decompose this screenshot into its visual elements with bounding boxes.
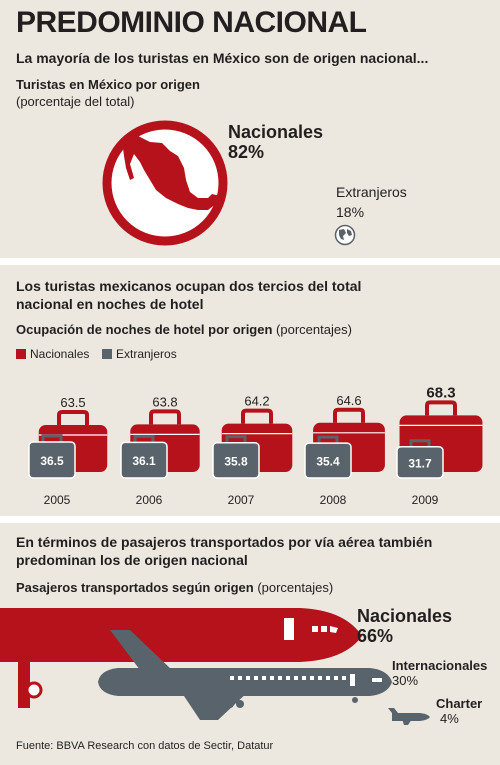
section1-nacionales-label: Nacionales — [228, 122, 324, 142]
section1-headline: La mayoría de los turistas en México son… — [16, 50, 429, 66]
page-title: PREDOMINIO NACIONAL — [16, 6, 367, 39]
year-label: 2009 — [412, 493, 439, 507]
suitcase-handle-extranjeros — [41, 434, 63, 442]
label-extranjeros: 36.5 — [40, 454, 64, 468]
bar-extranjeros — [212, 441, 260, 479]
section1-chart-unit: (porcentaje del total) — [16, 94, 135, 109]
section3-chart-unit: (porcentajes) — [257, 580, 334, 595]
legend-nacionales-swatch — [16, 349, 26, 359]
suitcase-handle-extranjeros — [133, 434, 155, 443]
suitcase-handle-nacionales — [425, 400, 457, 416]
section3-chart-title-text: Pasajeros transportados según origen — [16, 580, 254, 595]
legend-extranjeros-swatch — [102, 349, 112, 359]
source-note: Fuente: BBVA Research con datos de Secti… — [16, 740, 274, 752]
section2-headline: Los turistas mexicanos ocupan dos tercio… — [16, 278, 362, 312]
label-nacionales: 64.6 — [336, 393, 361, 408]
label-extranjeros: 35.4 — [316, 455, 340, 469]
label-nacionales: 64.2 — [244, 394, 269, 409]
suitcase-handle-extranjeros — [409, 439, 431, 447]
bar-extranjeros — [304, 442, 352, 479]
section1-extranjeros-label: Extranjeros — [336, 184, 407, 200]
section3-nacionales-value: 66% — [357, 626, 394, 646]
globe-icon — [334, 224, 356, 246]
label-nacionales: 63.8 — [152, 394, 177, 409]
plane-charter-icon — [388, 708, 430, 725]
plane-internacionales-icon — [98, 630, 392, 720]
year-label: 2006 — [136, 493, 163, 507]
divider — [0, 516, 500, 523]
section2-chart-title: Ocupación de noches de hotel por origen … — [16, 322, 352, 337]
suitcase-handle-nacionales — [57, 410, 89, 425]
legend-nacionales-label: Nacionales — [30, 347, 90, 361]
section1-extranjeros-value: 18% — [336, 204, 365, 220]
section3-headline: En términos de pasajeros transportados p… — [16, 534, 433, 568]
suitcase-handle-extranjeros — [225, 435, 247, 443]
mexico-circle-icon — [102, 120, 228, 246]
label-nacionales: 63.5 — [60, 395, 85, 410]
year-label: 2008 — [320, 493, 347, 507]
label-extranjeros: 31.7 — [408, 456, 432, 470]
suitcase-handle-extranjeros — [317, 435, 339, 444]
section3-internacionales-label: Internacionales — [392, 658, 488, 673]
airplanes-graphic — [0, 608, 430, 725]
suitcase-handle-nacionales — [241, 408, 273, 424]
year-label: 2007 — [228, 493, 255, 507]
section3-internacionales-value: 30% — [392, 673, 419, 688]
section3-charter-label: Charter — [436, 696, 483, 711]
legend-extranjeros-label: Extranjeros — [116, 347, 177, 361]
bar-extranjeros — [28, 441, 76, 479]
suitcase-handle-nacionales — [333, 407, 365, 423]
year-label: 2005 — [44, 493, 71, 507]
section3-charter-value: 4% — [440, 711, 459, 726]
divider — [0, 258, 500, 265]
label-extranjeros: 36.1 — [132, 454, 156, 468]
section1-chart-title: Turistas en México por origen — [16, 77, 200, 92]
bar-extranjeros — [120, 441, 168, 479]
section3-chart-title: Pasajeros transportados según origen (po… — [16, 580, 333, 595]
hotel-nights-chart: 63.5 36.5 2005 63.8 36.1 2006 64.2 35.8 2007 64.6… — [28, 384, 483, 507]
bar-extranjeros — [396, 445, 444, 479]
section1-nacionales-value: 82% — [228, 142, 265, 162]
plane-nacionales-icon — [0, 608, 362, 708]
section3-nacionales-label: Nacionales — [357, 606, 453, 626]
section2-chart-unit: (porcentajes) — [276, 322, 352, 337]
label-nacionales: 68.3 — [426, 384, 455, 401]
mexico-map-icon — [122, 136, 220, 210]
label-extranjeros: 35.8 — [224, 454, 248, 468]
section2-chart-title-text: Ocupación de noches de hotel por origen — [16, 322, 273, 337]
suitcase-handle-nacionales — [149, 409, 181, 425]
